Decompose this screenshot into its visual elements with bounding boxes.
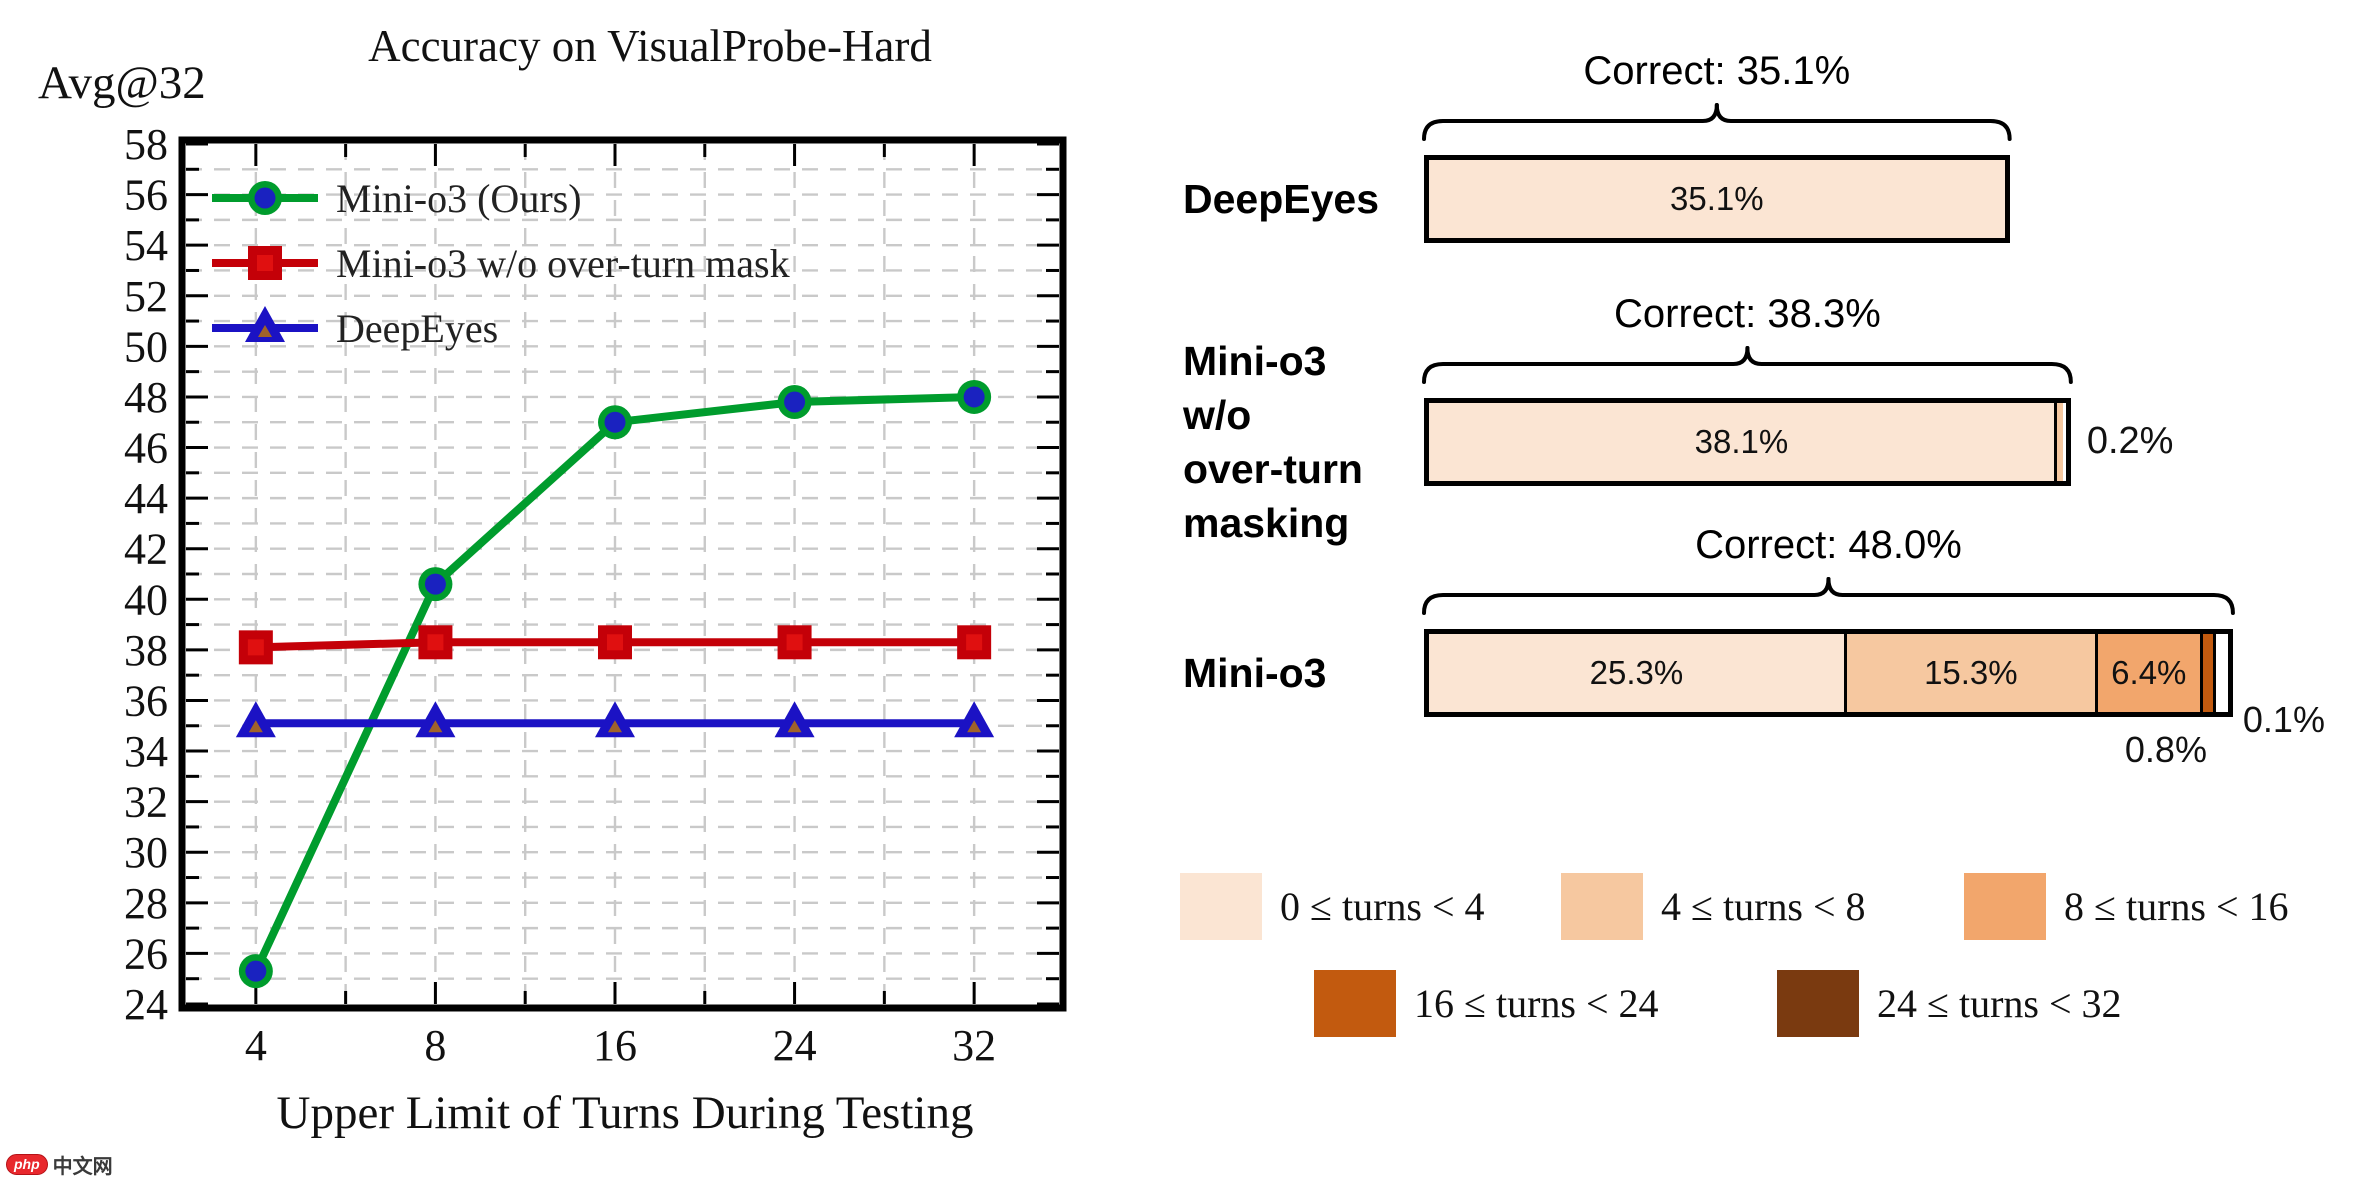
bar-segment: 6.4% [2094, 634, 2200, 712]
bar-row-label-line: Mini-o3 [1183, 338, 1327, 384]
legend-item: 24 ≤ turns < 32 [1777, 970, 2122, 1037]
bar-segment: 35.1% [1429, 160, 2005, 238]
legend-item: 4 ≤ turns < 8 [1561, 873, 1866, 940]
stacked-bar: 35.1% [1424, 155, 2010, 243]
brace [1422, 103, 2012, 141]
svg-text:42: 42 [124, 525, 168, 574]
svg-text:50: 50 [124, 322, 168, 371]
correct-total-label: Correct: 38.3% [1614, 292, 1881, 336]
svg-text:24: 24 [124, 980, 168, 1029]
svg-text:16: 16 [593, 1021, 637, 1070]
svg-text:54: 54 [124, 221, 168, 270]
bar-row-label-line: Mini-o3 [1183, 650, 1327, 696]
bar-segment-label: 35.1% [1670, 180, 1764, 217]
bar-row-label-line: masking [1183, 500, 1350, 546]
series-mini-o3-ours- [238, 379, 992, 989]
php-badge-icon: php [6, 1154, 48, 1175]
correct-total-label: Correct: 48.0% [1695, 523, 1962, 567]
svg-text:24: 24 [773, 1021, 817, 1070]
grid-lines [186, 144, 1059, 1004]
outside-segment-label: 0.1% [2242, 699, 2325, 740]
svg-text:28: 28 [124, 879, 168, 928]
bar-row-label-line: w/o [1183, 392, 1252, 438]
legend-swatch [1180, 873, 1262, 940]
svg-text:40: 40 [124, 575, 168, 624]
legend-swatch [1314, 970, 1396, 1037]
svg-text:58: 58 [124, 120, 168, 169]
svg-text:48: 48 [124, 373, 168, 422]
legend-swatch [1777, 970, 1859, 1037]
legend-label: 0 ≤ turns < 4 [1280, 884, 1485, 929]
bar-row-label-line: DeepEyes [1183, 176, 1380, 222]
legend-item: 16 ≤ turns < 24 [1314, 970, 1659, 1037]
legend-label: 8 ≤ turns < 16 [2064, 884, 2289, 929]
legend-entry: Mini-o3 w/o over-turn mask [336, 241, 790, 286]
bar-segment: 15.3% [1843, 634, 2095, 712]
svg-text:52: 52 [124, 272, 168, 321]
svg-text:38: 38 [124, 626, 168, 675]
legend-label: 16 ≤ turns < 24 [1414, 981, 1659, 1026]
bar-segment-label: 15.3% [1924, 654, 2018, 691]
bar-segment-label: 25.3% [1589, 654, 1684, 691]
bar-row-label: Mini-o3 w/o over-turn masking [1183, 334, 1363, 550]
correct-total-label: Correct: 35.1% [1583, 49, 1851, 93]
svg-text:56: 56 [124, 171, 168, 220]
svg-text:32: 32 [952, 1021, 996, 1070]
svg-text:30: 30 [124, 828, 168, 877]
x-axis-label: Upper Limit of Turns During Testing [276, 1087, 974, 1139]
stacked-bar: 38.1% [1424, 398, 2071, 486]
bar-segment-label: 38.1% [1694, 423, 1789, 460]
plot-border [178, 136, 1067, 1012]
legend-swatch [1561, 873, 1643, 940]
brace [1422, 577, 2235, 615]
legend-item: 0 ≤ turns < 4 [1180, 873, 1485, 940]
bar-row-label: Mini-o3 [1183, 646, 1326, 700]
series-mini-o3-w-o-over-turn-mask [238, 625, 992, 665]
legend-entry: DeepEyes [336, 306, 498, 351]
axis-ticks [186, 142, 1059, 1006]
outside-segment-label: 0.2% [2086, 420, 2174, 462]
stacked-bar: 25.3% 15.3% 6.4% [1424, 629, 2233, 717]
svg-text:32: 32 [124, 778, 168, 827]
x-tick-labels: 4 8 16 24 32 [245, 1021, 996, 1070]
svg-text:34: 34 [124, 727, 168, 776]
bar-row-label: DeepEyes [1183, 172, 1379, 226]
legend-label: 24 ≤ turns < 32 [1877, 981, 2122, 1026]
legend-item: 8 ≤ turns < 16 [1964, 873, 2289, 940]
brace [1422, 346, 2073, 384]
svg-text:44: 44 [124, 474, 168, 523]
bar-segment-label: 6.4% [2111, 654, 2187, 691]
bar-segment: 38.1% [1429, 403, 2054, 481]
svg-text:8: 8 [424, 1021, 446, 1070]
outside-segment-label: 0.8% [2124, 729, 2207, 770]
svg-text:36: 36 [124, 676, 168, 725]
svg-text:46: 46 [124, 424, 168, 473]
chart-title: Accuracy on VisualProbe-Hard [368, 21, 932, 71]
bar-segment [2053, 403, 2063, 481]
series-deepeyes [235, 701, 995, 738]
legend-entry: Mini-o3 (Ours) [336, 176, 582, 221]
y-axis-corner-label: Avg@32 [38, 57, 206, 109]
svg-text:26: 26 [124, 929, 168, 978]
legend-label: 4 ≤ turns < 8 [1661, 884, 1866, 929]
watermark-text: 中文网 [52, 1156, 113, 1178]
watermark: php 中文网 [6, 1150, 113, 1179]
bar-segment [2199, 634, 2213, 712]
bar-segment: 25.3% [1429, 634, 1844, 712]
bar-row-label-line: over-turn [1183, 446, 1363, 492]
legend-swatch [1964, 873, 2046, 940]
svg-text:4: 4 [245, 1021, 267, 1070]
line-chart-legend: Mini-o3 (Ours) Mini-o3 w/o over-turn mask… [212, 176, 790, 351]
bar-segment [2212, 634, 2216, 712]
